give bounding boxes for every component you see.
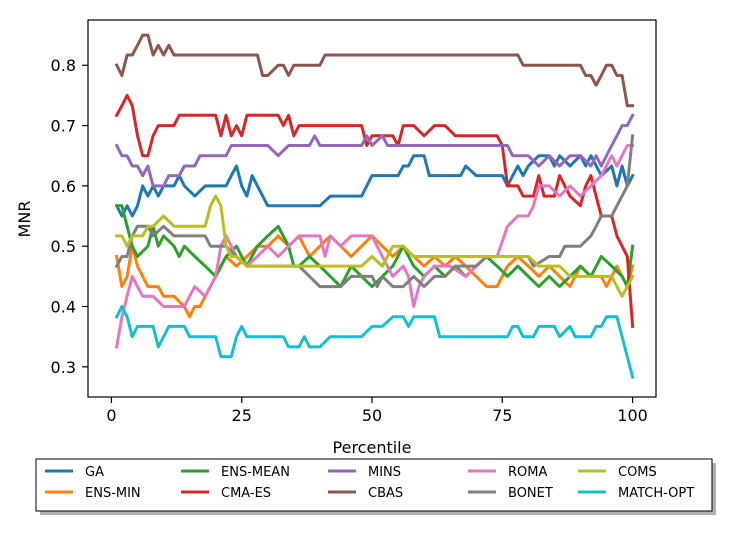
legend-label-mins: MINS xyxy=(368,465,401,480)
axis-ticks: 0 25 50 75 100 0.3 0.4 0.5 0.6 0.7 0.8 xyxy=(51,56,648,425)
legend-label-ens-min: ENS-MIN xyxy=(85,486,141,501)
y-axis-label: MNR xyxy=(15,201,34,238)
y-tick-label: 0.4 xyxy=(51,298,76,317)
series-line-bonet xyxy=(114,134,635,289)
series-line-roma xyxy=(114,144,635,349)
legend: GA ENS-MIN ENS-MEAN CMA-ES MINS CBAS ROMA BONET… xyxy=(35,458,716,515)
x-tick-label: 50 xyxy=(362,406,382,425)
series-line-ga xyxy=(114,154,635,218)
legend-label-bonet: BONET xyxy=(508,486,553,501)
x-tick-label: 100 xyxy=(617,406,648,425)
legend-label-coms: COMS xyxy=(618,465,657,480)
series-line-mins xyxy=(114,113,635,188)
series-lines xyxy=(114,33,635,379)
legend-label-ga: GA xyxy=(85,465,104,480)
series-line-coms xyxy=(115,194,635,298)
x-tick-label: 0 xyxy=(106,406,116,425)
x-tick-label: 75 xyxy=(492,406,512,425)
legend-box xyxy=(35,458,713,512)
series-line-cma-es xyxy=(114,93,635,329)
y-tick-label: 0.3 xyxy=(51,358,76,377)
legend-label-match-opt: MATCH-OPT xyxy=(618,486,694,501)
series-line-ens-mean xyxy=(115,204,635,289)
legend-label-cma-es: CMA-ES xyxy=(221,486,271,501)
legend-label-cbas: CBAS xyxy=(368,486,403,501)
series-line-ens-min xyxy=(114,234,635,319)
legend-label-roma: ROMA xyxy=(508,465,547,480)
plot-area-frame xyxy=(87,19,657,398)
series-line-match-opt xyxy=(114,305,635,379)
x-tick-label: 25 xyxy=(232,406,252,425)
y-tick-label: 0.5 xyxy=(51,237,76,256)
y-tick-label: 0.7 xyxy=(51,117,76,136)
legend-label-ens-mean: ENS-MEAN xyxy=(221,465,290,480)
series-line-cbas xyxy=(114,33,635,108)
y-tick-label: 0.8 xyxy=(51,56,76,75)
y-tick-label: 0.6 xyxy=(51,177,76,196)
x-axis-label: Percentile xyxy=(333,438,412,457)
